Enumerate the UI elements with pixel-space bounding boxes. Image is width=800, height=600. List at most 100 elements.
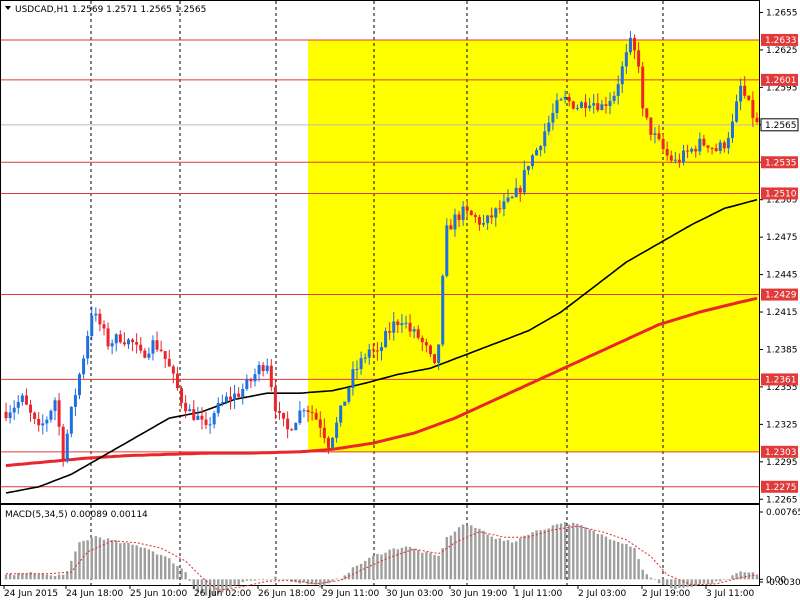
candle-100 <box>412 326 416 339</box>
macd-bar <box>563 522 567 580</box>
macd-bar <box>131 544 134 580</box>
macd-bar <box>319 579 322 588</box>
macd-bar <box>421 552 424 580</box>
candle-body <box>571 101 575 109</box>
macd-tick-label: 0.00 <box>766 575 786 585</box>
price-tick-label: 1.2475 <box>766 233 798 243</box>
candle-body <box>645 108 649 118</box>
macd-bar <box>617 541 620 580</box>
candle-108 <box>445 218 449 278</box>
time-tick-label: 24 Jun 18:00 <box>66 589 123 599</box>
macd-bar <box>106 538 110 580</box>
candle-body <box>371 349 375 351</box>
macd-bar <box>310 579 314 585</box>
macd-bar <box>249 579 253 581</box>
macd-bar <box>155 554 159 580</box>
macd-bar <box>702 579 706 584</box>
candle-body <box>310 411 314 413</box>
macd-bar <box>694 579 697 586</box>
candle-52 <box>216 397 220 417</box>
candle-24 <box>102 320 106 336</box>
candle-110 <box>453 208 457 237</box>
candle-128 <box>526 165 530 175</box>
level-tag-7: 1.2275 <box>761 480 798 493</box>
macd-bar <box>176 566 179 580</box>
macd-bar <box>678 579 681 588</box>
candle-78 <box>322 418 326 444</box>
candle-33 <box>139 337 143 354</box>
candle-31 <box>131 338 135 352</box>
candle-153 <box>628 30 632 56</box>
candle-body <box>306 410 310 412</box>
candle-147 <box>604 96 608 114</box>
macd-bar <box>645 574 648 580</box>
candle-131 <box>539 145 543 157</box>
macd-bar <box>723 579 726 580</box>
candle-body <box>469 210 473 216</box>
ma-slow-line <box>5 296 758 468</box>
time-tick-label: 29 Jun 11:00 <box>322 589 379 599</box>
candle-178 <box>730 113 734 143</box>
candle-body <box>204 419 208 425</box>
candle-89 <box>367 343 371 365</box>
time-tick-label: 30 Jun 03:00 <box>386 589 443 599</box>
candle-20 <box>86 330 90 365</box>
candle-172 <box>706 144 710 153</box>
candle-body <box>273 387 277 411</box>
candle-112 <box>461 201 465 226</box>
candle-45 <box>188 404 192 412</box>
candle-body <box>522 170 526 193</box>
macd-bar <box>490 536 493 580</box>
candle-body <box>220 402 224 404</box>
candle-body <box>428 345 432 355</box>
macd-bar <box>539 530 542 580</box>
candle-85 <box>351 361 355 396</box>
candle-134 <box>551 103 555 131</box>
macd-bar <box>78 542 81 580</box>
macd-bar <box>339 578 342 580</box>
candle-body <box>502 201 506 210</box>
candle-30 <box>126 338 130 349</box>
macd-bar <box>8 573 12 580</box>
macd-bar <box>531 532 534 580</box>
candle-44 <box>184 395 188 419</box>
candle-body <box>657 133 661 139</box>
level-tag-1: 1.2601 <box>761 73 798 86</box>
macd-bar <box>637 559 640 580</box>
macd-bar <box>731 575 734 580</box>
candle-43 <box>180 386 184 409</box>
candle-86 <box>355 360 359 379</box>
candle-body <box>518 187 522 193</box>
macd-bar <box>417 550 420 580</box>
candle-body <box>73 395 77 407</box>
macd-bar <box>714 579 718 582</box>
candle-156 <box>641 61 645 117</box>
candle-137 <box>563 90 567 104</box>
candle-42 <box>175 366 179 391</box>
candle-body <box>526 166 530 171</box>
candle-46 <box>192 400 196 422</box>
candle-53 <box>220 394 224 407</box>
candle-body <box>326 438 330 448</box>
macd-bar <box>527 534 530 580</box>
macd-bar <box>306 579 310 585</box>
candle-107 <box>441 274 445 347</box>
candle-body <box>747 95 751 100</box>
macd-bar <box>612 540 616 580</box>
candle-171 <box>702 134 706 147</box>
candle-body <box>41 423 45 426</box>
macd-bar <box>196 579 200 592</box>
macd-bar <box>302 579 306 583</box>
candle-body <box>490 215 494 218</box>
macd-bar <box>25 573 28 580</box>
candle-body <box>188 409 192 412</box>
candle-62 <box>257 361 261 382</box>
time-tick-label: 2 Jul 19:00 <box>642 589 691 599</box>
macd-bar <box>547 528 551 580</box>
candle-26 <box>110 339 114 355</box>
candle-body <box>131 339 135 343</box>
candle-body <box>506 197 510 202</box>
candle-body <box>78 374 81 396</box>
